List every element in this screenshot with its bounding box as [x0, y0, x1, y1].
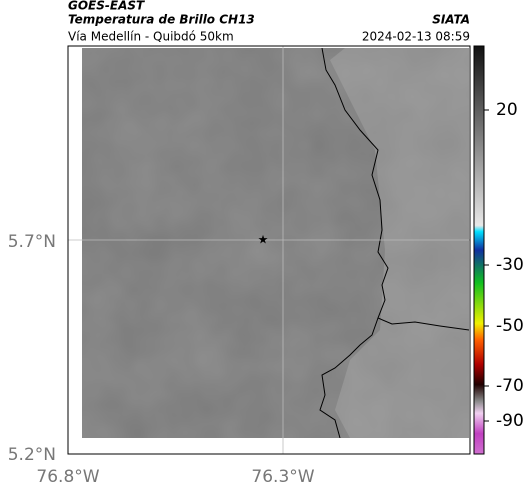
border-line: [319, 317, 379, 438]
source: GOES-EAST: [68, 0, 145, 13]
location-star: ★: [258, 233, 269, 247]
x-label: 76.3°W: [251, 467, 314, 487]
y-label: 5.2°N: [8, 445, 56, 465]
image-texture: [82, 48, 469, 438]
colorbar-label: 20: [496, 100, 518, 120]
colorbar-label: -90: [496, 411, 524, 431]
colorbar-label: -50: [496, 316, 524, 336]
colorbar-ticks: 20 -30 -50 -70 -90: [484, 100, 524, 431]
x-label: 76.8°W: [36, 467, 99, 487]
colorbar-label: -30: [496, 255, 524, 275]
y-label: 5.7°N: [8, 232, 56, 252]
subtitle: Vía Medellín - Quibdó 50km: [68, 30, 234, 44]
border-line: [321, 48, 469, 331]
agency: SIATA: [432, 13, 470, 27]
title: Temperatura de Brillo CH13: [68, 13, 255, 27]
map-frame: [67, 45, 471, 455]
timestamp: 2024-02-13 08:59: [362, 30, 470, 44]
colorbar: [473, 45, 485, 455]
colorbar-label: -70: [496, 376, 524, 396]
satellite-image: [82, 48, 469, 438]
